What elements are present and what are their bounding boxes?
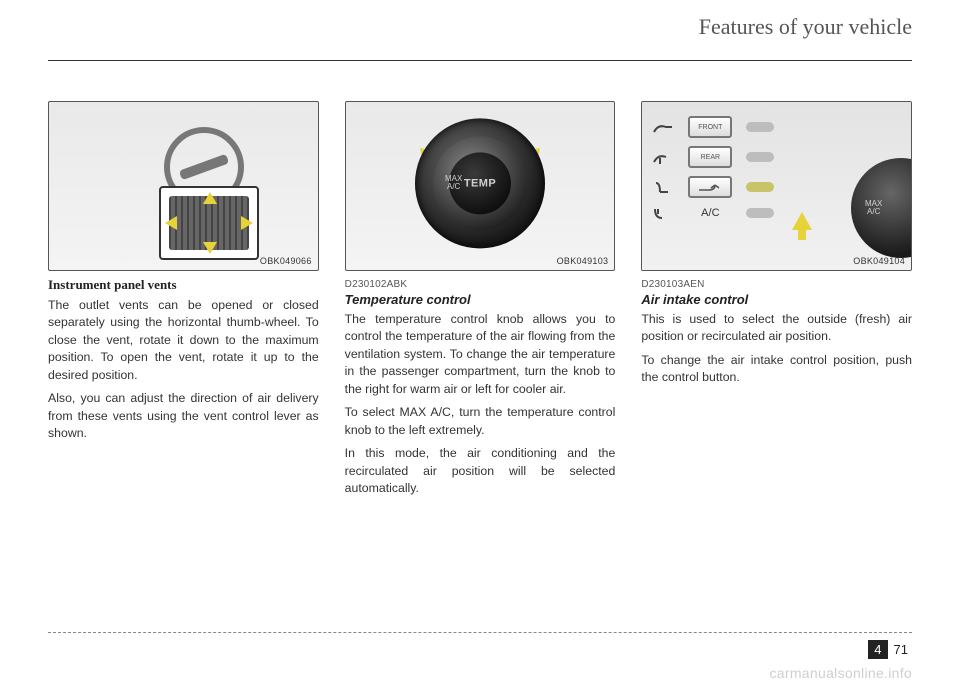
figure-instrument-panel-vents: OBK049066	[48, 101, 319, 271]
mode-defrost-floor-icon	[652, 206, 674, 220]
recirculate-icon	[695, 180, 725, 194]
paragraph: This is used to select the outside (fres…	[641, 311, 912, 346]
mode-floor-icon	[652, 180, 674, 194]
paragraph: To select MAX A/C, turn the temperature …	[345, 404, 616, 439]
column-1: OBK049066 Instrument panel vents The out…	[48, 101, 319, 498]
figure-caption: OBK049104	[853, 256, 905, 266]
ac-label: A/C	[688, 207, 732, 219]
page-number: 4 71	[868, 640, 912, 659]
vent-callout	[159, 186, 259, 260]
paragraph: The temperature control knob allows you …	[345, 311, 616, 398]
panel-row: FRONT	[652, 116, 774, 138]
page-header-title: Features of your vehicle	[699, 14, 912, 40]
heading-air-intake-control: Air intake control	[641, 292, 912, 307]
knob-label-temp: TEMP	[464, 177, 496, 189]
paragraph: In this mode, the air conditioning and t…	[345, 445, 616, 497]
section-number: 4	[868, 640, 887, 659]
arrow-right-icon	[241, 216, 253, 230]
paragraph: Also, you can adjust the direction of ai…	[48, 390, 319, 442]
figure-air-intake-panel: FRONT REAR A/C	[641, 101, 912, 271]
rear-label: REAR	[701, 154, 720, 161]
figure-caption: OBK049066	[260, 256, 312, 266]
column-2: TEMP MAX A/C OBK049103 D230102ABK Temper…	[345, 101, 616, 498]
temp-knob-partial: MAX A/C TEMP	[851, 158, 912, 258]
mode-bilevel-icon	[652, 150, 674, 164]
indicator-pill-active	[746, 182, 774, 192]
recirculate-button	[688, 176, 732, 198]
doc-subid: D230103AEN	[641, 279, 912, 290]
climate-panel: FRONT REAR A/C	[642, 102, 911, 270]
footer-rule	[48, 632, 912, 633]
mode-face-icon	[652, 120, 674, 134]
panel-row: A/C	[652, 206, 774, 220]
page: Features of your vehicle OBK049066 Ins	[0, 0, 960, 689]
doc-subid: D230102ABK	[345, 279, 616, 290]
arrow-up-icon	[203, 192, 217, 204]
front-defrost-button: FRONT	[688, 116, 732, 138]
arrow-left-icon	[165, 216, 177, 230]
indicator-pill	[746, 152, 774, 162]
figure-temperature-knob: TEMP MAX A/C OBK049103	[345, 101, 616, 271]
column-3: FRONT REAR A/C	[641, 101, 912, 498]
page-number-value: 71	[890, 640, 912, 659]
header-rule	[48, 60, 912, 61]
figure-caption: OBK049103	[557, 256, 609, 266]
dashboard-illustration	[61, 114, 306, 244]
watermark: carmanualsonline.info	[770, 665, 913, 681]
heading-instrument-panel-vents: Instrument panel vents	[48, 277, 319, 293]
temp-knob: TEMP MAX A/C	[415, 118, 545, 248]
indicator-pill	[746, 122, 774, 132]
pointer-arrow-icon	[792, 212, 812, 230]
front-label: FRONT	[698, 124, 722, 131]
paragraph: To change the air intake control positio…	[641, 352, 912, 387]
knob-label-max-ac: MAX A/C	[865, 200, 882, 217]
rear-defrost-button: REAR	[688, 146, 732, 168]
content-columns: OBK049066 Instrument panel vents The out…	[48, 101, 912, 498]
arrow-down-icon	[203, 242, 217, 254]
panel-row: REAR	[652, 146, 774, 168]
panel-row	[652, 176, 774, 198]
heading-temperature-control: Temperature control	[345, 292, 616, 307]
indicator-pill	[746, 208, 774, 218]
paragraph: The outlet vents can be opened or closed…	[48, 297, 319, 384]
knob-label-max-ac: MAX A/C	[445, 175, 462, 192]
